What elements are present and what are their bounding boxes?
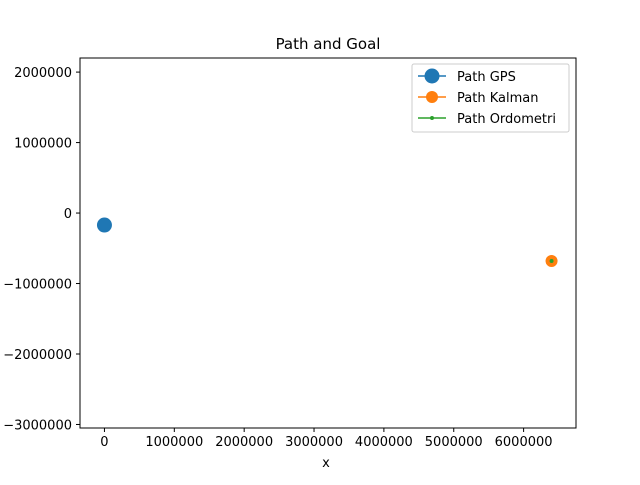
legend-label: Path Ordometri [457,112,556,127]
x-tick-label: 0 [100,435,108,450]
data-point-0 [96,217,112,233]
plot-frame [79,57,577,429]
x-tick-label: 4000000 [355,435,413,450]
tick-layer: 0 1000000 2000000 3000000 4000000 5000000 6000… [3,66,552,450]
x-tick-label: 2000000 [215,435,273,450]
y-tick-label: −1000000 [3,278,72,293]
y-tick-label: 0 [64,207,72,222]
legend-label: Path GPS [457,70,516,85]
y-tick-label: −3000000 [3,418,72,433]
marks-layer [96,217,558,267]
legend-box [411,63,570,133]
legend: Path GPS Path Kalman Path Ordometri [411,63,570,133]
legend-marker [424,68,440,84]
legend-marker [430,116,434,120]
y-tick-label: −2000000 [3,348,72,363]
y-tick-label: 1000000 [14,137,72,152]
x-tick-label: 3000000 [285,435,343,450]
y-tick-label: 2000000 [14,66,72,81]
legend-marker [426,91,438,103]
legend-label: Path Kalman [457,91,538,106]
x-axis-label: x [322,456,330,471]
data-point-2 [549,258,554,263]
x-tick-label: 6000000 [495,435,553,450]
x-tick-label: 5000000 [425,435,483,450]
chart-title: Path and Goal [276,35,381,53]
x-tick-label: 1000000 [145,435,203,450]
